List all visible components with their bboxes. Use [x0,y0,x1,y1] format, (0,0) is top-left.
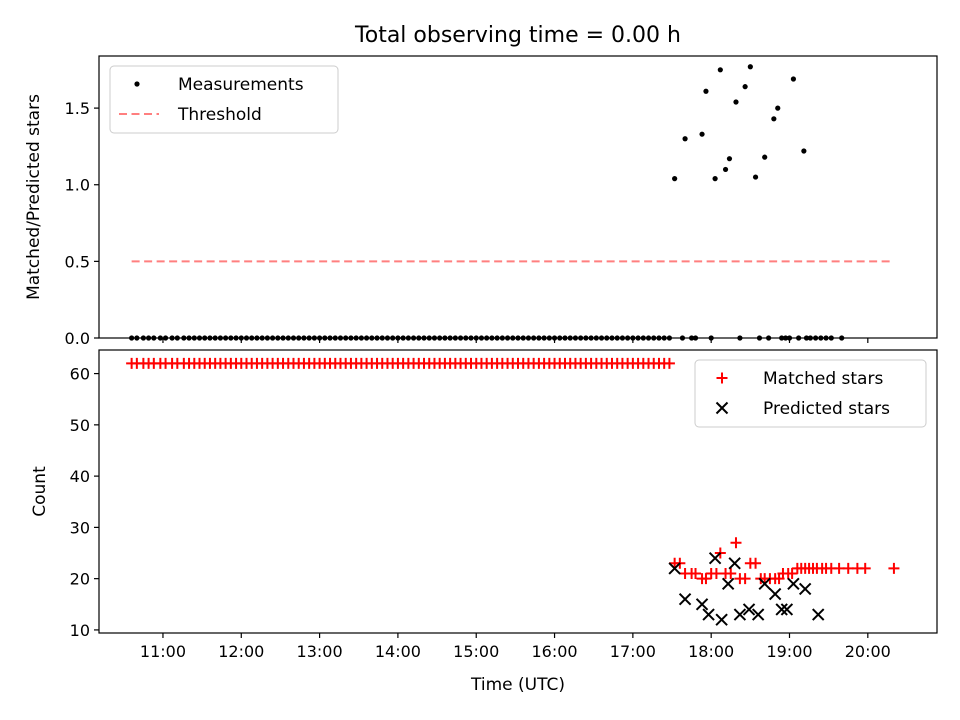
measurement-point [726,156,733,162]
measurement-point [712,176,718,182]
predicted-star-marker [751,608,765,621]
legend-label: Threshold [177,105,262,125]
predicted-star-marker [721,577,735,590]
measurement-point [747,64,753,70]
matched-star-marker [859,562,871,574]
predicted-star-marker [742,603,756,616]
y-tick-label: 1.0 [65,176,90,195]
x-tick-label: 11:00 [140,642,186,661]
matched-star-marker [739,573,751,585]
chart-title: Total observing time = 0.00 h [354,23,681,48]
x-tick-label: 13:00 [297,642,343,661]
matched-star-marker [888,562,900,574]
matched-star-marker [750,557,762,569]
measurement-point [672,176,678,182]
predicted-star-marker [678,592,692,606]
y-axis-label: Matched/Predicted stars [24,94,44,300]
series-predicted-stars [668,551,825,626]
y-tick-label: 10 [70,621,90,640]
x-tick-label: 15:00 [453,642,499,661]
measurement-point [699,131,705,137]
predicted-star-marker [775,603,788,616]
axes-frame [98,349,938,634]
x-tick-label: 18:00 [688,642,734,661]
legend: Matched stars Predicted stars [694,359,927,428]
predicted-star-marker [728,557,741,570]
legend-marker [715,401,729,415]
predicted-star-marker [695,598,709,611]
legend-label: Measurements [178,75,304,95]
matched-star-marker [690,568,702,580]
measurement-point [722,166,729,173]
predicted-star-marker [812,608,825,621]
y-axis-label: Count [30,466,50,517]
measurement-point [717,67,723,73]
predicted-star-marker [733,608,747,621]
y-tick-label: 0.0 [65,329,90,348]
measurement-point [771,116,777,122]
matched-star-marker [663,357,675,369]
matched-star-marker [725,568,737,580]
y-tick-label: 0.5 [65,252,90,271]
x-tick-label: 14:00 [375,642,421,661]
predicted-star-marker [708,551,722,565]
predicted-star-marker [768,587,782,601]
measurement-point [682,136,688,142]
axes-frame [98,55,938,339]
measurement-point [775,105,781,111]
x-tick-label: 19:00 [766,642,812,661]
matched-star-marker [786,568,798,580]
x-tick-label: 17:00 [610,642,656,661]
predicted-star-marker [787,577,800,590]
matched-star-marker [700,573,712,585]
y-tick-label: 30 [70,518,90,537]
y-tick-label: 1.5 [65,99,90,118]
legend-box [109,65,339,134]
measurement-point [801,148,807,154]
predicted-star-marker [780,603,794,616]
legend-label: Matched stars [763,369,883,389]
legend-label: Predicted stars [763,399,890,419]
predicted-star-marker [715,613,728,626]
predicted-star-marker [758,577,771,590]
bottom-plot: 10 20 30 40 50 60 11:00 12:00 13:00 14:00 15:00 16:… [30,349,938,695]
measurement-point [742,84,748,90]
predicted-star-marker [668,562,681,575]
x-tick-label: 16:00 [531,642,577,661]
legend-marker [134,81,140,87]
x-tick-label: 12:00 [218,642,264,661]
measurement-point [733,99,739,105]
y-tick-label: 50 [70,416,90,435]
series-matched-stars [126,357,900,585]
predicted-star-marker [798,582,812,596]
x-tick-label: 20:00 [845,642,891,661]
x-axis-label: Time (UTC) [470,675,565,695]
measurement-point [703,88,709,94]
legend-box [694,359,927,428]
predicted-star-marker [702,608,715,621]
measurement-point [790,76,797,82]
matched-star-marker [730,537,742,549]
measurement-point [752,174,759,180]
y-tick-label: 60 [70,365,90,384]
measurement-point [762,154,768,160]
y-tick-label: 40 [70,467,90,486]
legend: Measurements Threshold [109,65,339,134]
legend-marker [716,372,728,384]
top-plot: 0.0 0.5 1.0 1.5 Matched/Predicted stars Measu… [24,55,938,348]
y-tick-label: 20 [70,570,90,589]
